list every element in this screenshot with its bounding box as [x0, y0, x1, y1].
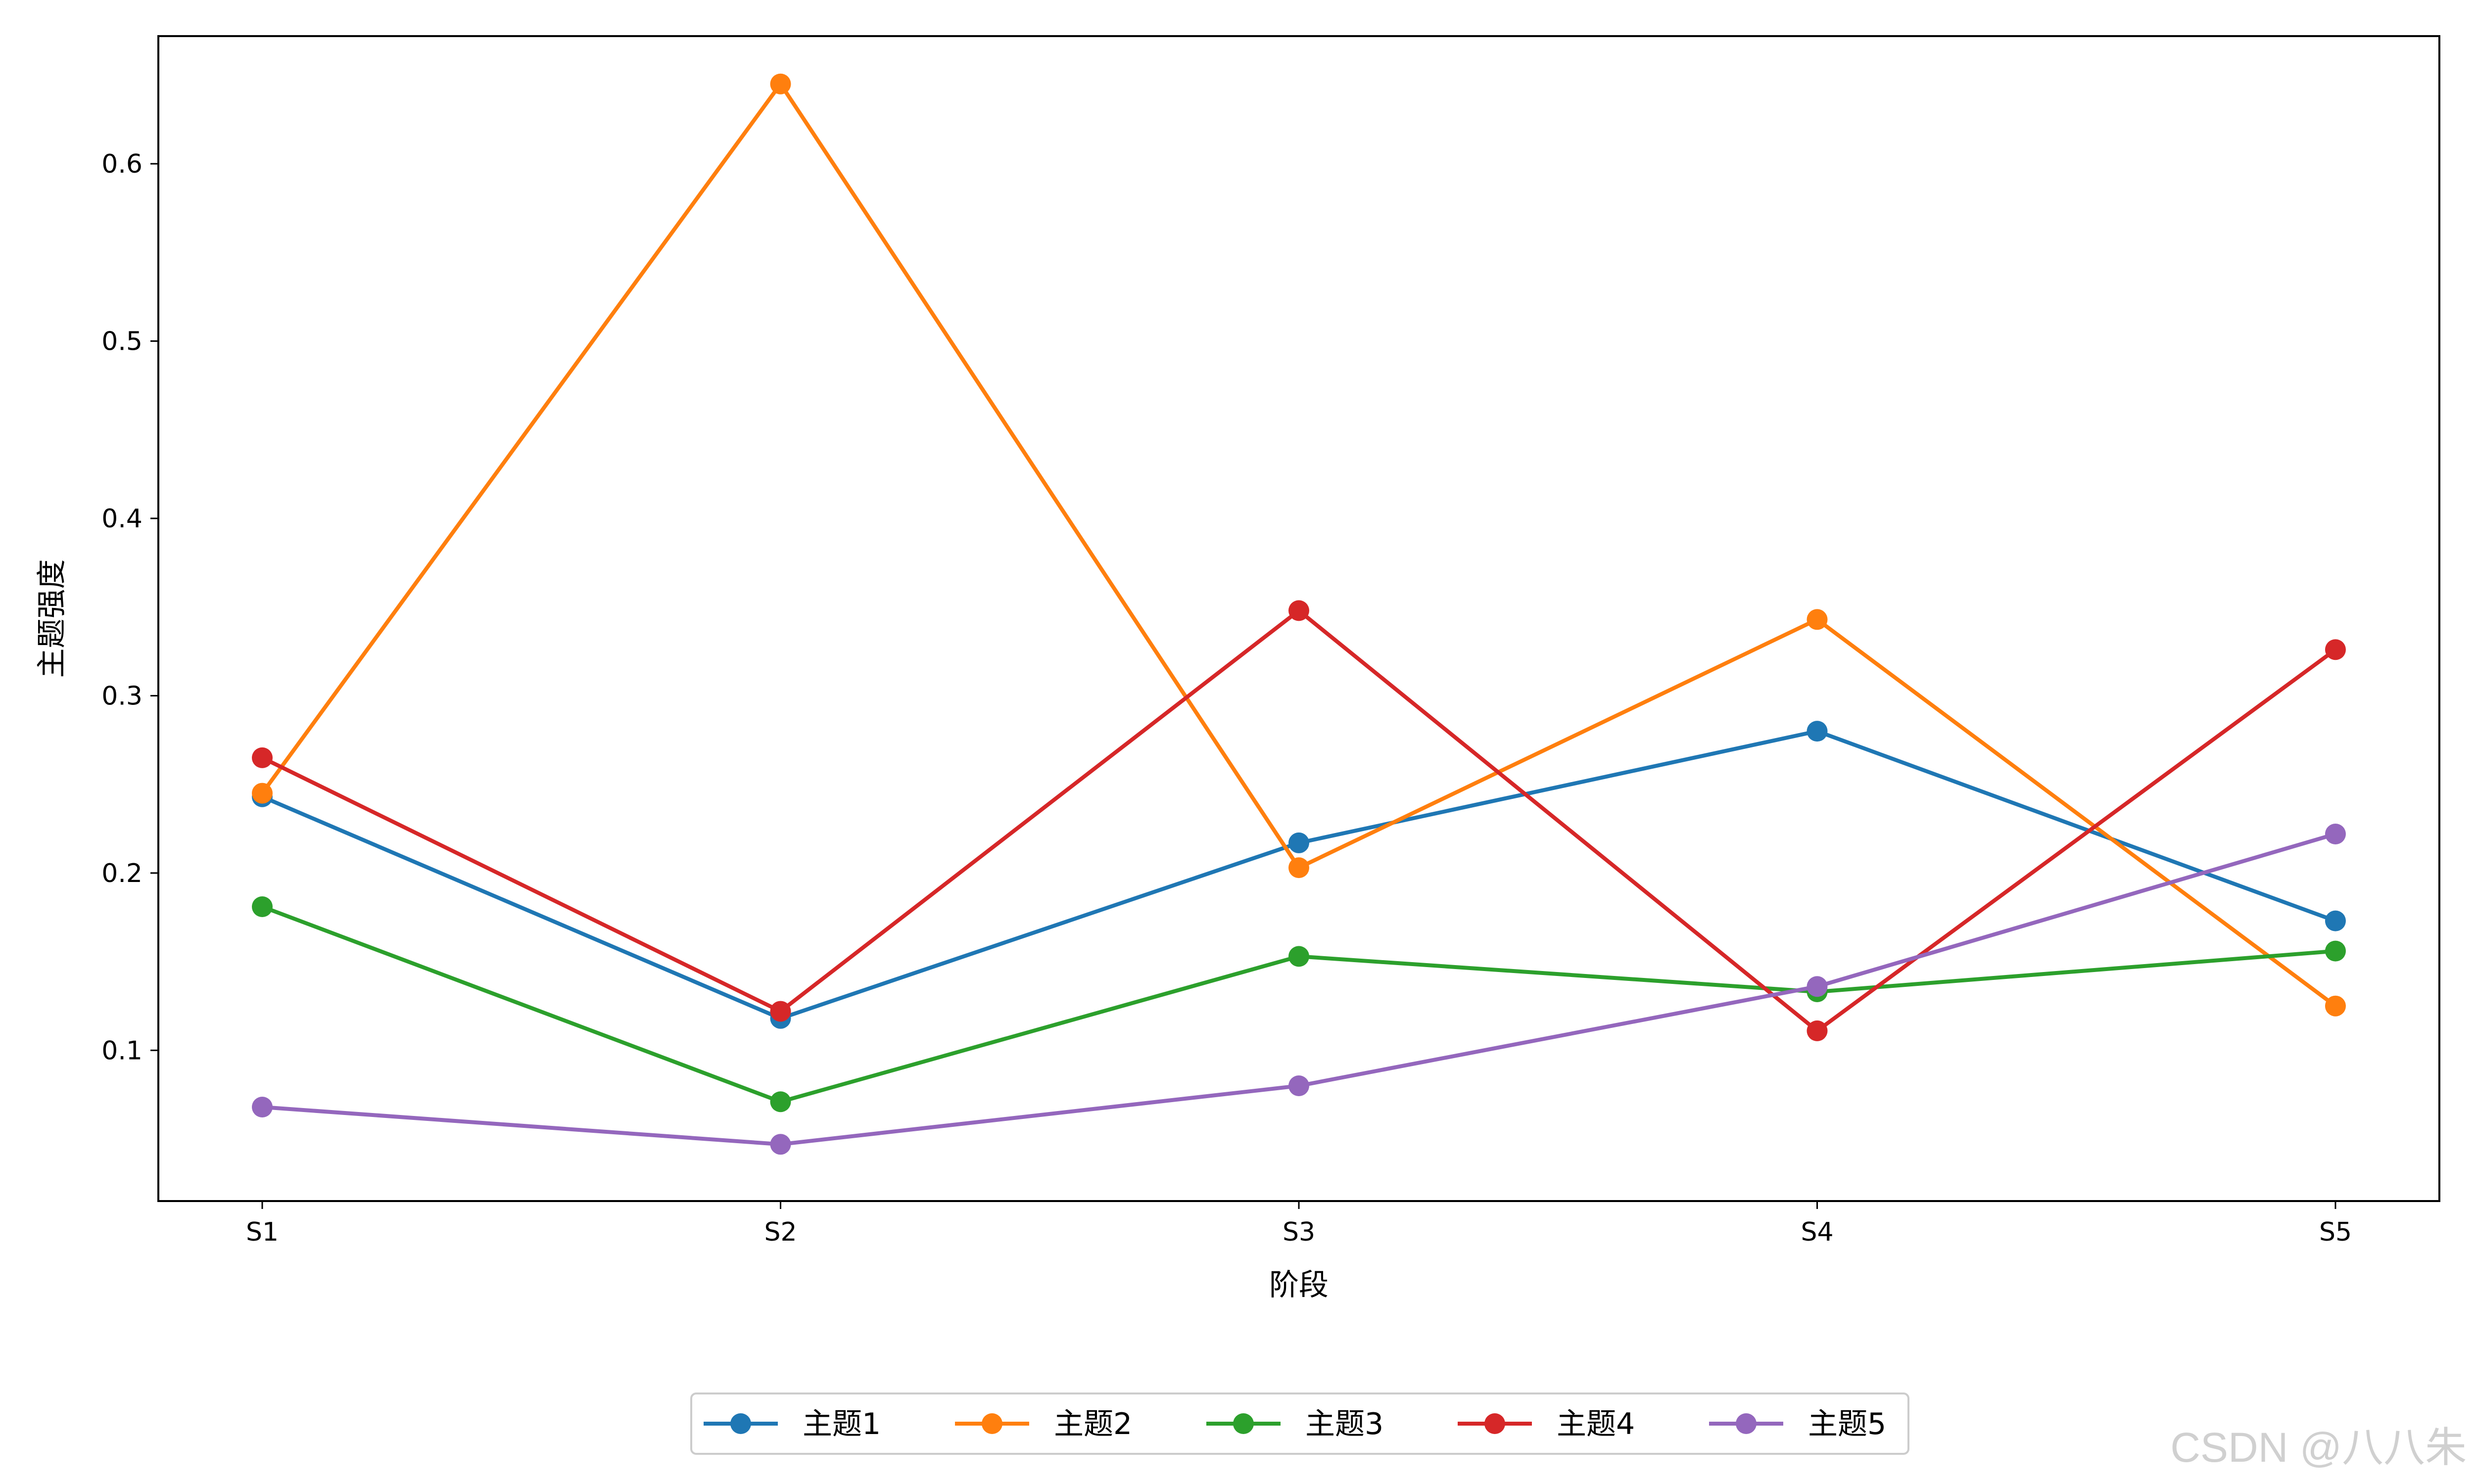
- legend-label: 主题2: [1054, 1407, 1132, 1441]
- data-point: [2325, 824, 2346, 845]
- data-point: [2325, 910, 2346, 931]
- y-tick-label: 0.3: [101, 681, 143, 711]
- y-tick-label: 0.4: [101, 504, 143, 534]
- x-axis-label: 阶段: [1269, 1268, 1329, 1302]
- data-point: [1288, 832, 1309, 853]
- y-tick-label: 0.5: [101, 327, 143, 357]
- series-line: [261, 905, 2336, 1104]
- y-tick-label: 0.6: [101, 149, 143, 179]
- legend-label: 主题1: [803, 1407, 881, 1441]
- series-2: [252, 73, 2346, 1017]
- legend-item: 主题4: [1458, 1407, 1635, 1441]
- legend-marker: [1233, 1413, 1254, 1434]
- data-point: [252, 783, 273, 804]
- legend-label: 主题5: [1808, 1407, 1886, 1441]
- legend-item: 主题5: [1709, 1407, 1886, 1441]
- legend-item: 主题3: [1206, 1407, 1383, 1441]
- data-point: [1288, 1075, 1309, 1097]
- data-point: [1807, 976, 1828, 997]
- data-point: [1288, 857, 1309, 879]
- x-tick-label: S1: [246, 1217, 279, 1247]
- data-point: [770, 1134, 791, 1155]
- data-point: [1288, 946, 1309, 967]
- data-point: [2325, 639, 2346, 660]
- x-tick-label: S2: [764, 1217, 797, 1247]
- x-tick-label: S5: [2319, 1217, 2352, 1247]
- legend-marker: [982, 1413, 1002, 1434]
- legend-box: [690, 1392, 1909, 1455]
- series-line: [261, 608, 2337, 1033]
- data-point: [1807, 1020, 1828, 1041]
- legend: 主题1 主题2 主题3 主题4 主题5: [690, 1392, 1909, 1455]
- legend-marker: [730, 1413, 751, 1434]
- data-point: [252, 1097, 273, 1118]
- data-point: [1807, 721, 1828, 742]
- y-tick-label: 0.1: [101, 1036, 143, 1066]
- y-tick-label: 0.2: [101, 859, 143, 888]
- legend-label: 主题3: [1305, 1407, 1383, 1441]
- data-point: [2325, 940, 2346, 962]
- x-axis: S1 S2 S3 S4 S5: [246, 1201, 2352, 1247]
- legend-label: 主题4: [1557, 1407, 1635, 1441]
- plot-area: [157, 35, 2440, 1202]
- data-point: [1288, 600, 1309, 621]
- x-tick-label: S3: [1283, 1217, 1315, 1247]
- data-point: [770, 1091, 791, 1113]
- y-axis: 0.1 0.2 0.3 0.4 0.5 0.6: [101, 149, 158, 1066]
- data-point: [2325, 995, 2346, 1017]
- series-5: [252, 824, 2346, 1155]
- legend-marker: [1484, 1413, 1505, 1434]
- data-point: [770, 1001, 791, 1022]
- data-point: [252, 747, 273, 768]
- legend-item: 主题1: [704, 1407, 881, 1441]
- y-axis-label: 主题强度: [35, 559, 69, 678]
- watermark: CSDN @八八朱: [2170, 1424, 2467, 1471]
- legend-marker: [1736, 1413, 1757, 1434]
- series-4: [252, 600, 2346, 1041]
- data-point: [770, 73, 791, 94]
- data-point: [1807, 609, 1828, 630]
- legend-item: 主题2: [955, 1407, 1132, 1441]
- data-point: [252, 896, 273, 917]
- x-tick-label: S4: [1801, 1217, 1833, 1247]
